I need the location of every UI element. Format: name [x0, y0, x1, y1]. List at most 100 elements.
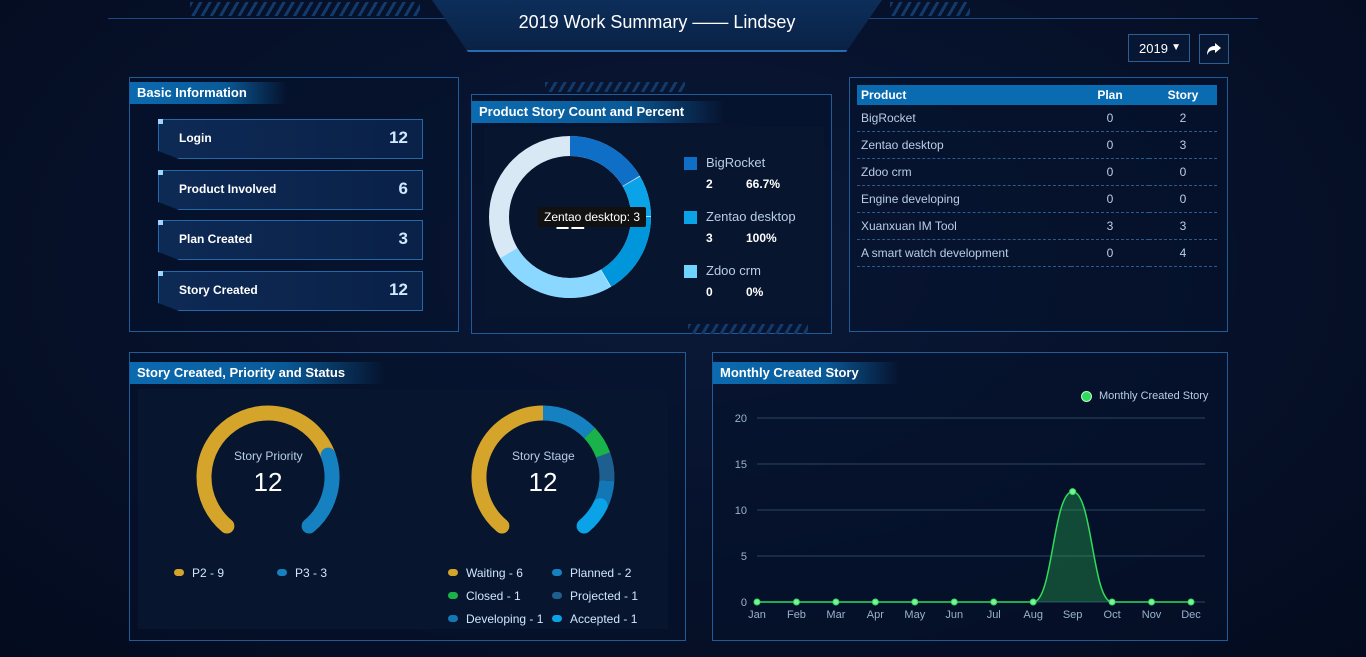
monthly-chart: 0 5 10 15 20 Jan Feb Mar Apr May Jun Jul Aug Sep Oct No…	[735, 413, 1205, 621]
panel-stripes-bottom	[688, 324, 808, 334]
data-point[interactable]	[832, 598, 840, 606]
x-tick-label: Apr	[867, 609, 884, 621]
cell-plan: 3	[1071, 212, 1149, 240]
column-header-product: Product	[857, 85, 1071, 105]
data-point[interactable]	[1148, 598, 1156, 606]
legend-waiting: Waiting - 6	[448, 566, 523, 580]
monthly-legend-label: Monthly Created Story	[1099, 390, 1209, 402]
basic-info-panel: Basic Information Login 12 Product Invol…	[129, 77, 459, 332]
donut-segment-other[interactable]	[500, 247, 611, 298]
legend-label: Waiting - 6	[466, 566, 523, 580]
x-tick-label: Dec	[1181, 609, 1201, 621]
stage-segment-0[interactable]	[471, 405, 551, 534]
stage-segment-2[interactable]	[583, 427, 611, 459]
x-tick-label: Mar	[826, 609, 845, 621]
cell-product: Zdoo crm	[857, 158, 1071, 186]
card-corner	[158, 119, 163, 124]
data-point[interactable]	[1108, 598, 1116, 606]
cell-story: 2	[1149, 105, 1217, 132]
cell-plan: 0	[1071, 131, 1149, 159]
data-point[interactable]	[792, 598, 800, 606]
legend-closed: Closed - 1	[448, 589, 521, 603]
cell-story: 3	[1149, 212, 1217, 240]
data-point[interactable]	[950, 598, 958, 606]
legend-label: Projected - 1	[570, 589, 639, 603]
cell-plan: 0	[1071, 185, 1149, 213]
legend-swatch	[448, 569, 458, 576]
info-card-label: Story Created	[179, 283, 258, 297]
x-tick-label: May	[904, 609, 925, 621]
header-plate	[432, 0, 882, 52]
priority-segment-1[interactable]	[301, 447, 340, 534]
gauges	[138, 389, 668, 629]
cell-story: 0	[1149, 158, 1217, 186]
data-point[interactable]	[871, 598, 879, 606]
legend-p2: P2 - 9	[174, 566, 224, 580]
legend-projected: Projected - 1	[552, 589, 638, 603]
legend-accepted: Accepted - 1	[552, 612, 637, 626]
header-stripes-right	[890, 2, 970, 16]
series-line	[757, 490, 1191, 603]
legend-developing: Developing - 1	[448, 612, 543, 626]
legend-p3: P3 - 3	[277, 566, 327, 580]
x-tick-label: Sep	[1063, 609, 1083, 621]
data-point[interactable]	[1069, 488, 1077, 496]
table-header-row: Product Plan Story	[857, 85, 1217, 105]
info-card-login: Login 12	[158, 119, 423, 159]
legend-swatch	[174, 569, 184, 576]
monthly-legend-dot	[1081, 391, 1092, 402]
cell-story: 3	[1149, 131, 1217, 159]
cell-plan: 0	[1071, 105, 1149, 132]
y-tick-label: 10	[735, 505, 747, 517]
info-card-value: 3	[398, 229, 408, 248]
data-point[interactable]	[753, 598, 761, 606]
data-point[interactable]	[1029, 598, 1037, 606]
legend-swatch	[448, 592, 458, 599]
donut-segment-bigrocket[interactable]	[569, 136, 640, 187]
monthly-panel: Monthly Created Story Monthly Created St…	[712, 352, 1228, 641]
cell-product: Zentao desktop	[857, 131, 1071, 159]
legend-name: BigRocket	[706, 155, 766, 170]
x-tick-label: Oct	[1104, 609, 1121, 621]
series-area	[757, 491, 1191, 602]
legend-swatch	[552, 569, 562, 576]
column-header-story: Story	[1149, 85, 1217, 105]
x-tick-label: Jul	[987, 609, 1001, 621]
stage-segment-5[interactable]	[576, 498, 608, 534]
basic-info-title: Basic Information	[130, 82, 287, 104]
legend-name: Zdoo crm	[706, 263, 761, 278]
data-point[interactable]	[1187, 598, 1195, 606]
gauge-priority-value: 12	[253, 467, 283, 497]
legend-swatch	[277, 569, 287, 576]
priority-segment-0[interactable]	[196, 405, 336, 534]
legend-swatch	[684, 157, 697, 170]
stage-segment-1[interactable]	[542, 405, 596, 439]
panel-stripes-top	[545, 82, 685, 92]
legend-label: Planned - 2	[570, 566, 632, 580]
data-point[interactable]	[990, 598, 998, 606]
info-card-label: Product Involved	[179, 182, 277, 196]
page-title: 2019 Work Summary —— Lindsey	[518, 12, 796, 32]
cell-product: A smart watch development	[857, 239, 1071, 267]
year-select[interactable]: 2019 ▼	[1128, 34, 1190, 62]
share-button[interactable]	[1199, 34, 1229, 64]
data-point[interactable]	[911, 598, 919, 606]
product-story-title: Product Story Count and Percent	[472, 101, 725, 123]
gauge-stage-value: 12	[528, 467, 558, 497]
chevron-down-icon: ▼	[1171, 42, 1181, 53]
x-tick-label: Aug	[1023, 609, 1043, 621]
product-table-panel: Product Plan Story BigRocket 0 2 Zentao …	[849, 77, 1228, 332]
table-row: Zdoo crm 0 0	[857, 158, 1217, 186]
legend-swatch	[684, 265, 697, 278]
y-tick-label: 15	[735, 459, 747, 471]
card-corner	[158, 220, 163, 225]
legend-count: 3	[706, 231, 713, 245]
legend-swatch	[684, 211, 697, 224]
card-corner	[158, 271, 163, 276]
legend-percent: 66.7%	[746, 177, 781, 191]
cell-product: Engine developing	[857, 185, 1071, 213]
stage-segment-3[interactable]	[595, 452, 615, 482]
legend-percent: 100%	[746, 231, 777, 245]
info-card-story-created: Story Created 12	[158, 271, 423, 311]
legend-label: Accepted - 1	[570, 612, 638, 626]
